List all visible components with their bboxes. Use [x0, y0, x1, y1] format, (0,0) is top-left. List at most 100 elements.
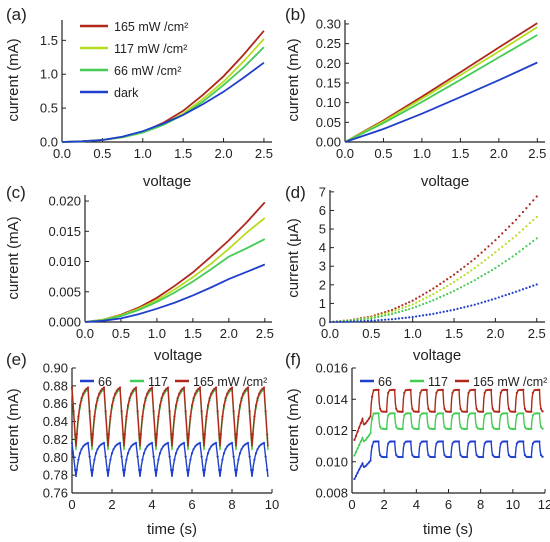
- data-point: [401, 309, 404, 313]
- data-point: [532, 218, 535, 222]
- data-point: [332, 320, 335, 324]
- x-tick-label: 8: [228, 497, 235, 512]
- data-point: [473, 266, 476, 270]
- data-point: [399, 410, 403, 413]
- data-point: [521, 228, 525, 231]
- data-point: [181, 387, 184, 390]
- data-point: [393, 440, 396, 443]
- data-point: [101, 387, 104, 390]
- data-point: [454, 412, 457, 415]
- data-point: [358, 468, 361, 471]
- x-tick-label: 1.5: [451, 146, 469, 161]
- data-point: [219, 468, 222, 471]
- data-point: [391, 440, 395, 443]
- data-point: [424, 412, 427, 415]
- data-point: [200, 410, 203, 413]
- data-point: [430, 427, 433, 430]
- data-point: [436, 412, 440, 415]
- data-point: [391, 388, 395, 391]
- data-point: [459, 407, 462, 410]
- x-axis-label: voltage: [421, 173, 469, 190]
- data-point: [401, 304, 404, 307]
- data-point: [422, 412, 425, 415]
- data-point: [382, 410, 385, 413]
- data-point: [168, 410, 171, 413]
- y-tick-label: 7: [319, 184, 326, 199]
- data-point: [470, 388, 473, 392]
- data-point: [501, 262, 504, 265]
- data-point: [501, 412, 504, 415]
- data-point: [491, 407, 494, 410]
- data-point: [192, 447, 195, 451]
- panel-b: 0.0 0.5 1.0 1.5 2.0 2.5 0.00 0.05 0.10 0.15 0.20 0.…: [285, 5, 546, 190]
- data-point: [70, 441, 74, 445]
- data-point: [509, 455, 512, 458]
- data-point: [533, 412, 536, 415]
- data-point: [361, 436, 364, 440]
- data-point: [166, 386, 170, 389]
- data-point: [102, 386, 106, 389]
- x-tick-label: 4: [413, 497, 420, 512]
- data-point: [147, 443, 150, 446]
- data-point: [88, 410, 91, 413]
- data-point: [525, 225, 528, 228]
- data-point: [527, 410, 530, 413]
- data-point: [390, 412, 393, 415]
- data-point: [417, 410, 420, 413]
- data-point: [182, 441, 186, 445]
- data-point: [469, 412, 472, 415]
- data-point: [123, 433, 126, 436]
- data-point: [525, 286, 528, 290]
- data-point: [467, 391, 470, 394]
- data-point: [441, 388, 444, 391]
- series-line: [84, 238, 266, 323]
- data-point: [149, 387, 152, 390]
- data-point: [418, 304, 421, 307]
- series-line: [344, 26, 538, 143]
- data-point: [506, 412, 509, 415]
- data-point: [514, 290, 518, 293]
- data-point: [510, 427, 514, 430]
- data-point: [366, 317, 370, 320]
- data-point: [496, 455, 499, 459]
- data-point: [179, 389, 182, 392]
- data-point: [420, 440, 424, 443]
- data-point: [408, 316, 411, 319]
- y-tick-label: 0.005: [48, 284, 81, 299]
- data-point: [411, 407, 414, 410]
- data-point: [77, 415, 80, 418]
- data-point: [530, 455, 533, 459]
- data-point: [449, 309, 452, 312]
- data-point: [439, 311, 442, 314]
- data-point: [86, 441, 90, 445]
- series-line: [344, 61, 538, 143]
- data-point: [477, 264, 480, 267]
- data-point: [515, 414, 518, 417]
- data-point: [91, 433, 94, 436]
- data-point: [428, 455, 432, 458]
- x-axis-label: time (s): [147, 521, 197, 538]
- data-point: [411, 299, 414, 302]
- data-point: [541, 455, 544, 458]
- data-point: [486, 440, 490, 443]
- data-point: [416, 410, 419, 413]
- data-point: [473, 303, 476, 306]
- data-point: [528, 203, 531, 206]
- data-point: [194, 392, 197, 395]
- data-point: [120, 455, 123, 458]
- data-point: [359, 318, 363, 321]
- data-point: [449, 275, 452, 279]
- data-point: [387, 313, 390, 316]
- series-line: [344, 34, 538, 143]
- data-point: [211, 443, 214, 446]
- y-tick-label: 0.88: [43, 378, 68, 393]
- data-point: [110, 404, 114, 407]
- data-point: [173, 415, 176, 418]
- x-tick-label: 0.5: [93, 146, 111, 161]
- data-point: [477, 455, 480, 458]
- data-point: [206, 452, 210, 455]
- y-tick-label: 0.000: [48, 315, 81, 330]
- data-point: [93, 415, 96, 418]
- panel-label: (f): [285, 350, 301, 369]
- panel-d: 0.0 0.5 1.0 1.5 2.0 2.5 0 1 2 3 4 5 6 7 voltage current…: [285, 183, 546, 364]
